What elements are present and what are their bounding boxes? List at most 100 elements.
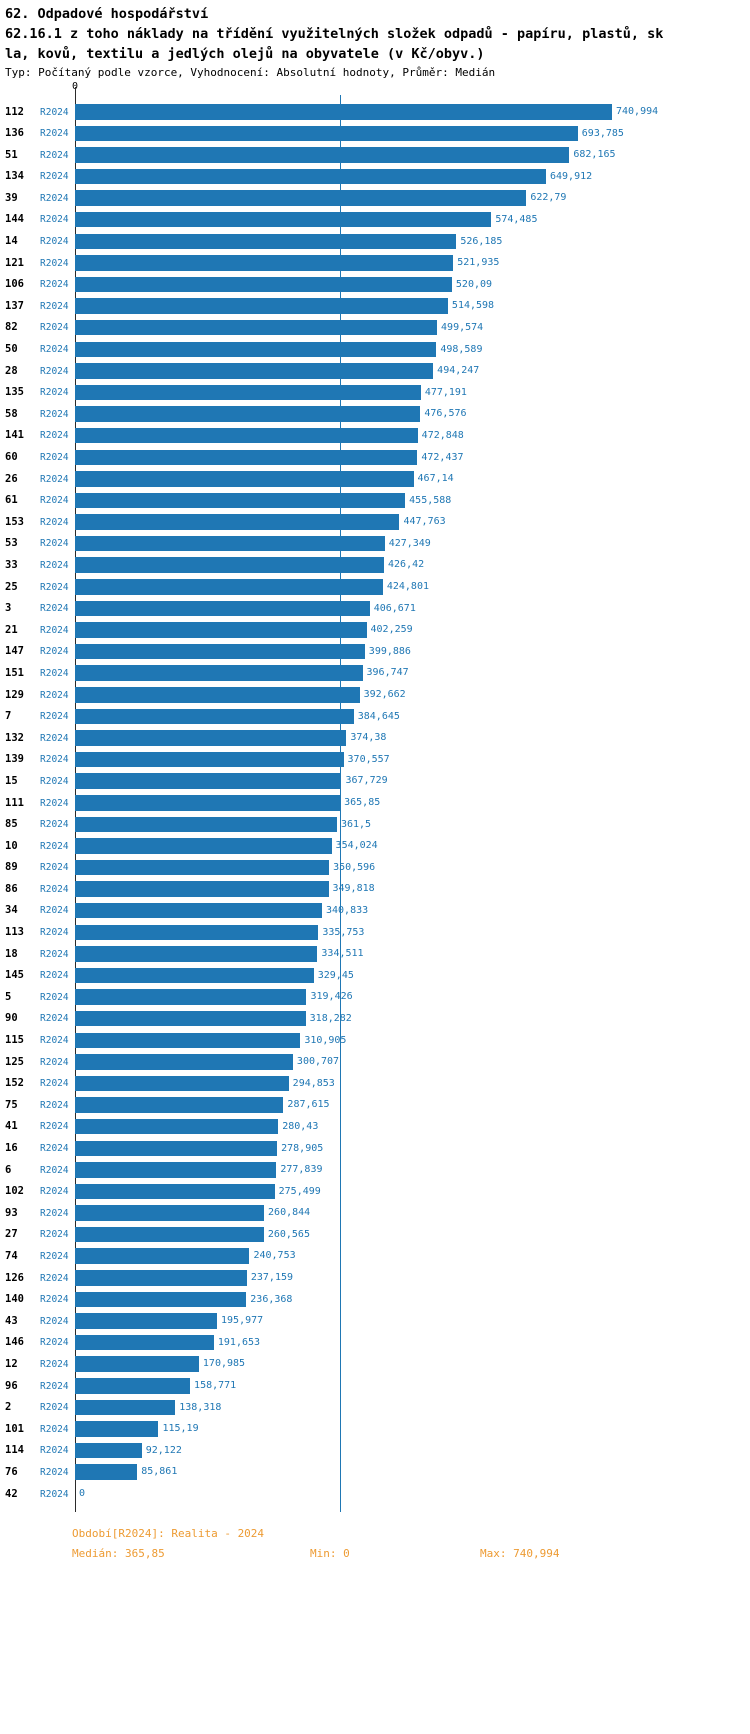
bar[interactable] xyxy=(75,1378,191,1394)
bar[interactable] xyxy=(75,1162,277,1178)
bar[interactable] xyxy=(75,687,360,703)
bar[interactable] xyxy=(75,902,322,919)
footer-period: Období[R2024]: Realita - 2024 xyxy=(72,1527,265,1540)
bar[interactable] xyxy=(75,1270,247,1286)
bar[interactable] xyxy=(75,1054,293,1070)
bar[interactable] xyxy=(75,492,406,509)
x-axis-zero-label: 0 xyxy=(72,81,78,92)
bar[interactable] xyxy=(75,622,367,638)
row-category-label: 96 xyxy=(5,1379,18,1392)
chart-row: 53 R2024 427,349 xyxy=(0,533,750,555)
bar[interactable] xyxy=(75,816,337,833)
row-category-label: 129 xyxy=(5,688,24,701)
bar[interactable] xyxy=(75,211,492,228)
row-category-label: 137 xyxy=(5,299,24,312)
bar[interactable] xyxy=(75,1118,279,1135)
chart-row: 115 R2024 310,905 xyxy=(0,1030,750,1052)
bar[interactable] xyxy=(75,579,383,595)
bar[interactable] xyxy=(75,276,452,293)
bar[interactable] xyxy=(75,1140,278,1156)
bar[interactable] xyxy=(75,363,434,379)
bar[interactable] xyxy=(75,643,365,660)
bar[interactable] xyxy=(75,104,612,120)
bar[interactable] xyxy=(75,471,414,487)
chart-row: 125 R2024 300,707 xyxy=(0,1051,750,1073)
bar-value-label: 498,589 xyxy=(440,343,483,355)
row-category-label: 146 xyxy=(5,1336,24,1349)
bar[interactable] xyxy=(75,859,330,876)
chart-row: 132 R2024 374,38 xyxy=(0,727,750,749)
row-series-label: R2024 xyxy=(40,1056,69,1068)
bar-value-label: 278,905 xyxy=(281,1142,324,1154)
bar-value-label: 392,662 xyxy=(363,689,406,701)
row-series-label: R2024 xyxy=(40,1099,69,1111)
bar[interactable] xyxy=(75,147,570,163)
bar[interactable] xyxy=(75,838,332,854)
bar-value-label: 365,85 xyxy=(344,797,381,808)
footer-max: Max: 740,994 xyxy=(480,1547,560,1560)
bar[interactable] xyxy=(75,989,307,1005)
bar[interactable] xyxy=(75,233,457,250)
row-series-label: R2024 xyxy=(40,452,69,463)
row-category-label: 86 xyxy=(5,882,18,895)
row-series-label: R2024 xyxy=(40,149,69,161)
row-category-label: 10 xyxy=(5,839,18,852)
row-series-label: R2024 xyxy=(40,300,69,312)
bar[interactable] xyxy=(75,384,421,401)
bar[interactable] xyxy=(75,557,385,573)
bar[interactable] xyxy=(75,924,319,941)
bar[interactable] xyxy=(75,1464,138,1480)
bar[interactable] xyxy=(75,751,344,768)
bar[interactable] xyxy=(75,1097,284,1113)
bar[interactable] xyxy=(75,946,318,962)
bar[interactable] xyxy=(75,665,363,681)
bar[interactable] xyxy=(75,967,314,984)
row-series-label: R2024 xyxy=(40,1143,69,1154)
bar[interactable] xyxy=(75,795,341,811)
bar-value-label: 455,588 xyxy=(409,494,452,506)
row-series-label: R2024 xyxy=(40,1358,69,1370)
bar[interactable] xyxy=(75,1032,301,1049)
bar[interactable] xyxy=(75,600,370,617)
bar[interactable] xyxy=(75,1356,199,1372)
bar[interactable] xyxy=(75,319,438,336)
bar[interactable] xyxy=(75,708,354,725)
bar[interactable] xyxy=(75,190,527,206)
bar[interactable] xyxy=(75,773,342,789)
chart-row: 26 R2024 467,14 xyxy=(0,468,750,490)
bar[interactable] xyxy=(75,1442,142,1459)
bar[interactable] xyxy=(75,1248,250,1264)
bar[interactable] xyxy=(75,341,437,358)
row-series-label: R2024 xyxy=(40,1380,69,1392)
bar[interactable] xyxy=(75,1313,218,1329)
bar[interactable] xyxy=(75,1291,247,1308)
bar[interactable] xyxy=(75,406,421,422)
bar[interactable] xyxy=(75,449,418,465)
bar[interactable] xyxy=(75,125,578,142)
bar[interactable] xyxy=(75,881,329,897)
bar[interactable] xyxy=(75,730,347,746)
bar[interactable] xyxy=(75,1399,176,1416)
chart-row: 75 R2024 287,615 xyxy=(0,1094,750,1116)
row-category-label: 144 xyxy=(5,213,24,226)
row-category-label: 147 xyxy=(5,645,24,658)
bar[interactable] xyxy=(75,1226,264,1243)
chart-row: 51 R2024 682,165 xyxy=(0,144,750,166)
bar[interactable] xyxy=(75,255,454,271)
row-series-label: R2024 xyxy=(40,1186,69,1198)
bar[interactable] xyxy=(75,1183,275,1200)
bar[interactable] xyxy=(75,1334,214,1351)
row-series-label: R2024 xyxy=(40,991,69,1003)
bar[interactable] xyxy=(75,168,546,185)
bar[interactable] xyxy=(75,535,385,552)
bar[interactable] xyxy=(75,427,418,444)
bar[interactable] xyxy=(75,1205,265,1221)
bar[interactable] xyxy=(75,1421,159,1437)
bar[interactable] xyxy=(75,1010,306,1027)
chart-row: 33 R2024 426,42 xyxy=(0,554,750,576)
row-series-label: R2024 xyxy=(40,1121,69,1133)
bar[interactable] xyxy=(75,514,400,530)
bar[interactable] xyxy=(75,298,448,314)
bar-value-label: 399,886 xyxy=(368,645,411,657)
bar[interactable] xyxy=(75,1075,289,1092)
